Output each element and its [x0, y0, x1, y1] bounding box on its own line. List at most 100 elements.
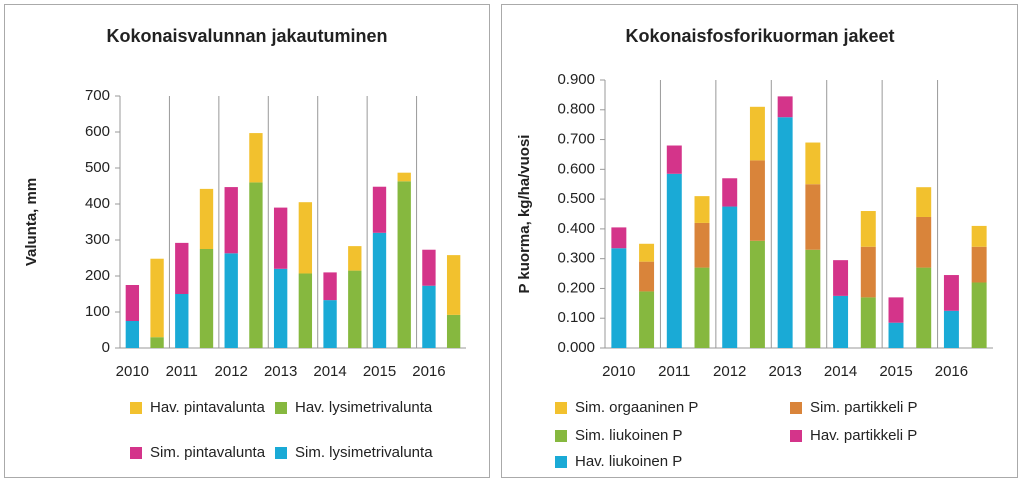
bar-segment [860, 211, 876, 247]
y-tick-label: 600 [85, 123, 110, 140]
bar-segment [224, 187, 238, 254]
bar-segment [422, 249, 436, 286]
y-tick-label: 0.200 [557, 279, 595, 296]
y-tick-label: 400 [85, 195, 110, 212]
bar-segment [323, 300, 337, 348]
bar-segment [833, 260, 849, 296]
legend-label: Hav. liukoinen P [575, 453, 682, 470]
bar-segment [249, 182, 263, 348]
y-tick-label: 0.100 [557, 309, 595, 326]
bar-segment [860, 246, 876, 298]
y-axis-label: P kuorma, kg/ha/vuosi [516, 135, 533, 294]
bar-segment [916, 216, 932, 268]
x-tick-label: 2016 [935, 363, 968, 380]
chart-left: Kokonaisvalunnan jakautuminen Valunta, mm… [4, 4, 490, 478]
x-tick-label: 2015 [363, 363, 396, 380]
bar-segment [372, 232, 387, 348]
y-tick-label: 0.800 [557, 101, 595, 118]
bar-segment [916, 187, 932, 217]
bar-segment [722, 178, 738, 207]
panel-border [4, 4, 490, 478]
x-tick-label: 2010 [602, 363, 635, 380]
x-tick-label: 2010 [116, 363, 149, 380]
legend-swatch [790, 430, 802, 442]
y-tick-label: 0.700 [557, 131, 595, 148]
bar-segment [446, 255, 461, 315]
legend-swatch [790, 402, 802, 414]
bar-segment [224, 253, 238, 348]
x-tick-label: 2014 [824, 363, 857, 380]
bar-segment [777, 96, 793, 118]
bar-segment [639, 291, 655, 348]
legend-label: Sim. orgaaninen P [575, 399, 698, 416]
legend-swatch [555, 402, 567, 414]
bar-segment [175, 294, 189, 348]
x-tick-label: 2012 [713, 363, 746, 380]
legend-swatch [275, 402, 287, 414]
legend-label: Hav. lysimetrivalunta [295, 399, 433, 416]
y-tick-label: 0.600 [557, 160, 595, 177]
bar-segment [150, 337, 164, 348]
bar-segment [199, 249, 214, 348]
bar-segment [749, 106, 765, 161]
bar-segment [971, 282, 987, 348]
x-tick-label: 2011 [658, 363, 690, 380]
bar-segment [777, 117, 793, 348]
bar-segment [273, 268, 288, 348]
bar-segment [125, 321, 140, 348]
bar-segment [348, 246, 362, 271]
y-tick-label: 0.300 [557, 250, 595, 267]
x-tick-label: 2012 [215, 363, 248, 380]
legend-label: Sim. pintavalunta [150, 444, 266, 461]
bar-segment [273, 207, 288, 269]
bar-segment [749, 240, 765, 348]
bar-segment [372, 186, 387, 233]
y-tick-label: 0.400 [557, 220, 595, 237]
bar-segment [298, 273, 313, 348]
bar-segment [749, 160, 765, 241]
bar-segment [694, 222, 710, 268]
legend-label: Sim. liukoinen P [575, 427, 683, 444]
legend-label: Hav. pintavalunta [150, 399, 265, 416]
bar-segment [298, 202, 313, 274]
bar-segment [639, 261, 655, 292]
legend-label: Hav. partikkeli P [810, 427, 917, 444]
y-tick-label: 200 [85, 267, 110, 284]
bar-segment [397, 181, 411, 348]
bar-segment [323, 272, 337, 301]
y-tick-label: 0.000 [557, 339, 595, 356]
bar-segment [422, 285, 436, 348]
bar-segment [694, 196, 710, 223]
bar-segment [446, 314, 461, 348]
legend-swatch [130, 447, 142, 459]
bar-segment [611, 248, 627, 348]
bar-segment [833, 295, 849, 348]
y-tick-label: 300 [85, 231, 110, 248]
x-tick-label: 2011 [166, 363, 198, 380]
bar-segment [397, 172, 411, 182]
bar-segment [694, 267, 710, 348]
bar-segment [611, 227, 627, 249]
x-tick-label: 2013 [768, 363, 801, 380]
bar-segment [666, 173, 682, 348]
bar-segment [666, 145, 682, 174]
legend-swatch [275, 447, 287, 459]
x-tick-label: 2015 [879, 363, 912, 380]
bar-segment [805, 249, 821, 348]
y-axis-label: Valunta, mm [23, 178, 40, 266]
bar-segment [249, 133, 263, 183]
bar-segment [943, 275, 959, 311]
bar-segment [971, 246, 987, 283]
bar-segment [888, 322, 904, 348]
x-tick-label: 2013 [264, 363, 297, 380]
bar-segment [348, 270, 362, 348]
bar-segment [125, 285, 140, 321]
bar-segment [860, 297, 876, 348]
y-tick-label: 0 [102, 339, 110, 356]
bar-segment [805, 142, 821, 185]
chart-title: Kokonaisfosforikuorman jakeet [625, 26, 894, 46]
bar-segment [888, 297, 904, 323]
bar-segment [916, 267, 932, 348]
legend-swatch [555, 430, 567, 442]
